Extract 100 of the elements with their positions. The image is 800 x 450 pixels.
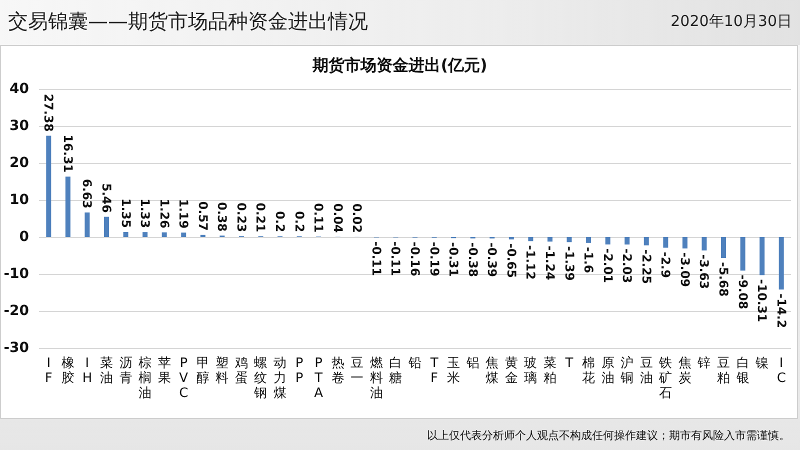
bar xyxy=(663,237,668,248)
data-label: -0.65 xyxy=(504,243,518,278)
x-tick-label: 豆油 xyxy=(640,356,653,386)
x-tick-label: 原油 xyxy=(601,356,614,386)
data-label: -3.09 xyxy=(678,252,692,288)
x-tick-label: 黄金 xyxy=(504,356,518,386)
x-tick-label: PTA xyxy=(314,356,324,401)
data-label: -0.19 xyxy=(427,242,442,276)
x-tick-label: PVC xyxy=(179,356,188,401)
data-label: 0.21 xyxy=(254,202,268,232)
bar xyxy=(528,237,534,242)
x-tick-label: 玻璃 xyxy=(524,356,538,386)
x-tick-label: 鸡蛋 xyxy=(234,356,248,386)
x-tick-label: 铁矿石 xyxy=(658,356,672,401)
x-tick-label: 沥青 xyxy=(119,356,132,386)
bar xyxy=(162,232,167,237)
bar xyxy=(142,232,148,237)
data-label: 0.02 xyxy=(350,203,364,233)
y-tick-label: -10 xyxy=(4,266,30,282)
chart-subtitle: 期货市场资金进出(亿元) xyxy=(312,56,488,74)
x-tick-label: 焦炭 xyxy=(678,356,692,386)
data-label: -1.39 xyxy=(562,246,576,281)
data-label: -2.03 xyxy=(620,248,634,284)
data-label: -0.11 xyxy=(388,241,403,276)
data-label: -1.24 xyxy=(542,246,557,280)
data-label: 0.2 xyxy=(292,210,306,232)
x-tick-label: 棉花 xyxy=(582,356,596,386)
data-label: -1.12 xyxy=(524,245,538,280)
data-label: -0.16 xyxy=(408,242,422,276)
x-tick-label: 燃料油 xyxy=(370,356,383,401)
x-tick-label: PP xyxy=(295,356,304,386)
x-tick-label: 菜粕 xyxy=(543,356,556,386)
bar xyxy=(702,237,707,250)
x-tick-label: 焦煤 xyxy=(486,356,499,386)
bar xyxy=(721,237,726,258)
bar xyxy=(547,237,552,242)
x-tick-label: IC xyxy=(776,356,786,386)
bar xyxy=(760,237,765,276)
x-tick-label: T xyxy=(564,356,574,371)
x-tick-label: IH xyxy=(82,356,92,386)
bar xyxy=(586,237,592,243)
data-label: 1.35 xyxy=(118,198,133,228)
x-tick-label: 热卷 xyxy=(331,356,344,386)
bar xyxy=(46,136,52,237)
x-tick-label: 甲醇 xyxy=(196,356,210,386)
bar xyxy=(605,237,610,244)
text: 2020年10月30日 xyxy=(670,12,792,31)
x-tick-label: 菜油 xyxy=(100,356,113,386)
y-tick-label: -30 xyxy=(4,340,30,356)
x-tick-label: 橡胶 xyxy=(61,356,74,386)
y-tick-label: 0 xyxy=(19,229,30,245)
bar xyxy=(682,237,688,248)
y-tick-label: -20 xyxy=(4,303,30,319)
data-label: -5.68 xyxy=(716,262,731,297)
data-label: -2.9 xyxy=(658,252,673,278)
data-label: -14.2 xyxy=(774,294,788,328)
data-label: -2.01 xyxy=(600,248,615,284)
bar xyxy=(65,176,70,237)
data-label: 0.23 xyxy=(234,202,248,232)
data-label: -1.6 xyxy=(582,246,596,274)
data-label: 1.26 xyxy=(157,198,172,228)
data-label: 0.11 xyxy=(312,202,326,233)
data-label: 0.2 xyxy=(273,210,288,232)
bar xyxy=(123,232,128,237)
bar xyxy=(104,216,109,237)
bar xyxy=(566,237,572,242)
x-tick-label: 螺纹钢 xyxy=(253,356,268,401)
data-label: 0.57 xyxy=(196,201,210,231)
data-label: 1.33 xyxy=(138,198,152,228)
x-tick-label: 苹果 xyxy=(158,356,171,386)
data-label: 16.31 xyxy=(60,134,75,173)
x-tick-label: 白糖 xyxy=(389,356,402,386)
bar xyxy=(84,212,90,237)
data-label: -10.31 xyxy=(755,279,770,322)
data-label: 1.19 xyxy=(176,198,191,229)
bar xyxy=(740,237,746,271)
x-tick-label: 沪铜 xyxy=(620,355,634,386)
data-label: 0.38 xyxy=(215,202,230,232)
text: 以上仅代表分析师个人观点不构成任何操作建议；期市有风险入市需谨慎。 xyxy=(427,428,790,443)
x-tick-label: 铅 xyxy=(408,356,422,371)
x-tick-label: 豆一 xyxy=(350,356,364,386)
x-tick-label: IF xyxy=(44,356,52,386)
y-tick-label: 30 xyxy=(10,118,30,134)
x-tick-label: 铝 xyxy=(465,356,480,371)
data-label: -9.08 xyxy=(736,274,750,310)
data-label: -2.25 xyxy=(639,249,654,284)
x-tick-label: TF xyxy=(429,356,438,386)
y-tick-label: 10 xyxy=(10,192,30,208)
data-label: 0.04 xyxy=(330,203,345,233)
bar xyxy=(644,237,649,246)
data-label: -0.31 xyxy=(446,242,461,277)
x-tick-label: 镍 xyxy=(754,356,769,371)
x-tick-label: 豆粕 xyxy=(717,356,730,386)
y-tick-label: 20 xyxy=(10,155,30,171)
x-tick-label: 塑料 xyxy=(216,355,229,386)
chart-title: 交易锦囊——期货市场品种资金进出情况 xyxy=(8,8,368,35)
data-label: -0.38 xyxy=(466,242,480,277)
bar xyxy=(624,237,630,245)
bar xyxy=(181,232,186,237)
bar xyxy=(778,237,784,290)
